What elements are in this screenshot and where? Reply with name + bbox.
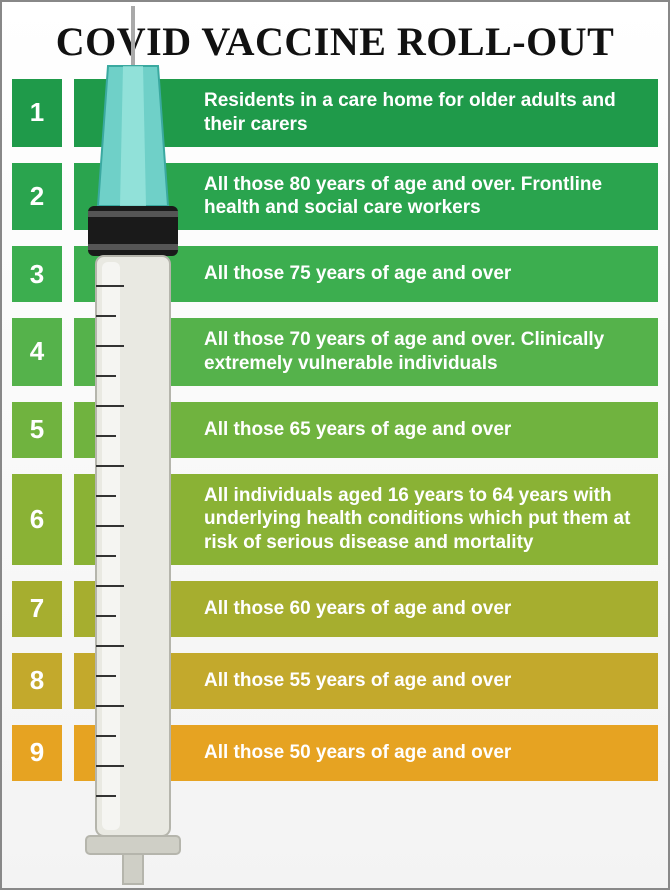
tier-number: 3 <box>12 246 62 302</box>
tier-gap <box>62 318 74 386</box>
tier-description: All those 60 years of age and over <box>74 581 658 637</box>
tier-gap <box>62 402 74 458</box>
tier-row: 5All those 65 years of age and over <box>12 402 658 458</box>
infographic-container: COVID VACCINE ROLL-OUT 1Residents in a c… <box>0 0 670 890</box>
tier-gap <box>62 246 74 302</box>
tier-description: All those 55 years of age and over <box>74 653 658 709</box>
tier-row: 7All those 60 years of age and over <box>12 581 658 637</box>
tier-number: 1 <box>12 79 62 147</box>
tier-gap <box>62 581 74 637</box>
tier-number: 7 <box>12 581 62 637</box>
tier-gap <box>62 653 74 709</box>
tier-row: 2All those 80 years of age and over. Fro… <box>12 163 658 231</box>
tier-number: 2 <box>12 163 62 231</box>
page-title: COVID VACCINE ROLL-OUT <box>12 18 658 65</box>
tier-gap <box>62 79 74 147</box>
tier-description: All those 70 years of age and over. Clin… <box>74 318 658 386</box>
tier-description: Residents in a care home for older adult… <box>74 79 658 147</box>
tier-gap <box>62 725 74 781</box>
tier-row: 4All those 70 years of age and over. Cli… <box>12 318 658 386</box>
tier-description: All those 65 years of age and over <box>74 402 658 458</box>
tier-row: 6All individuals aged 16 years to 64 yea… <box>12 474 658 565</box>
tier-description: All those 75 years of age and over <box>74 246 658 302</box>
tier-description: All those 50 years of age and over <box>74 725 658 781</box>
tier-number: 9 <box>12 725 62 781</box>
tier-gap <box>62 163 74 231</box>
tier-row: 1Residents in a care home for older adul… <box>12 79 658 147</box>
tier-description: All individuals aged 16 years to 64 year… <box>74 474 658 565</box>
tier-row: 9All those 50 years of age and over <box>12 725 658 781</box>
tier-row: 3All those 75 years of age and over <box>12 246 658 302</box>
tier-number: 4 <box>12 318 62 386</box>
tier-number: 6 <box>12 474 62 565</box>
tier-description: All those 80 years of age and over. Fron… <box>74 163 658 231</box>
tier-row: 8All those 55 years of age and over <box>12 653 658 709</box>
tier-list: 1Residents in a care home for older adul… <box>12 79 658 781</box>
tier-number: 8 <box>12 653 62 709</box>
tier-number: 5 <box>12 402 62 458</box>
tier-gap <box>62 474 74 565</box>
